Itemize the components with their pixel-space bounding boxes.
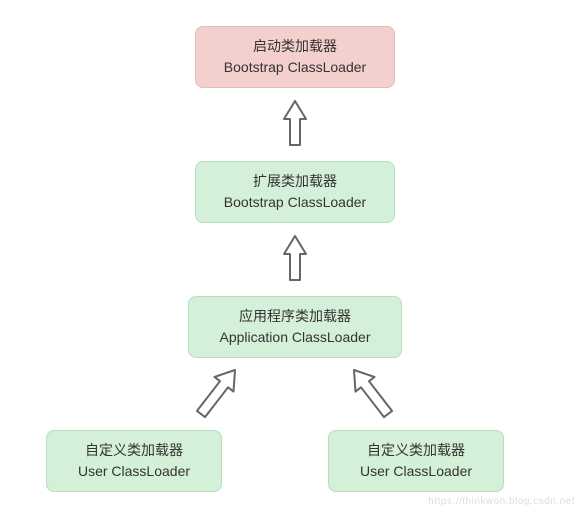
node-title: 应用程序类加载器 [239,306,351,327]
node-application: 应用程序类加载器Application ClassLoader [188,296,402,358]
arrow-a2 [282,234,308,282]
node-subtitle: Bootstrap ClassLoader [224,57,366,78]
node-user2: 自定义类加载器User ClassLoader [328,430,504,492]
node-title: 自定义类加载器 [367,440,465,461]
node-title: 启动类加载器 [253,36,337,57]
node-subtitle: Application ClassLoader [220,327,371,348]
node-title: 扩展类加载器 [253,171,337,192]
node-bootstrap: 启动类加载器Bootstrap ClassLoader [195,26,395,88]
arrow-a3 [195,366,239,420]
node-subtitle: User ClassLoader [78,461,190,482]
node-title: 自定义类加载器 [85,440,183,461]
node-subtitle: Bootstrap ClassLoader [224,192,366,213]
arrow-a4 [350,366,394,420]
arrow-a1 [282,99,308,147]
node-subtitle: User ClassLoader [360,461,472,482]
node-user1: 自定义类加载器User ClassLoader [46,430,222,492]
node-extension: 扩展类加载器Bootstrap ClassLoader [195,161,395,223]
watermark-text: https://thinkwon.blog.csdn.net [428,496,575,507]
